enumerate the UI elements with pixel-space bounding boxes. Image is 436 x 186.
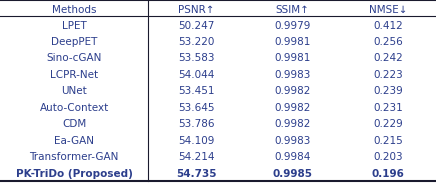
Text: 0.196: 0.196 — [371, 169, 405, 179]
Text: 54.044: 54.044 — [178, 70, 215, 80]
Text: 0.9981: 0.9981 — [274, 37, 310, 47]
Text: 0.412: 0.412 — [373, 20, 403, 31]
Text: UNet: UNet — [61, 86, 87, 96]
Text: 0.9983: 0.9983 — [274, 136, 310, 146]
Text: 54.214: 54.214 — [178, 152, 215, 162]
Text: Sino-cGAN: Sino-cGAN — [46, 53, 102, 63]
Text: 0.256: 0.256 — [373, 37, 403, 47]
Text: 0.223: 0.223 — [373, 70, 403, 80]
Text: 0.9982: 0.9982 — [274, 86, 310, 96]
Text: 0.9985: 0.9985 — [272, 169, 312, 179]
Text: 0.9982: 0.9982 — [274, 103, 310, 113]
Text: 0.239: 0.239 — [373, 86, 403, 96]
Text: PK-TriDo (Proposed): PK-TriDo (Proposed) — [16, 169, 133, 179]
Text: 0.9979: 0.9979 — [274, 20, 310, 31]
Text: 0.203: 0.203 — [373, 152, 403, 162]
Text: 53.451: 53.451 — [178, 86, 215, 96]
Text: Ea-GAN: Ea-GAN — [54, 136, 94, 146]
Text: 0.242: 0.242 — [373, 53, 403, 63]
Text: 53.786: 53.786 — [178, 119, 215, 129]
Text: 0.215: 0.215 — [373, 136, 403, 146]
Text: SSIM↑: SSIM↑ — [275, 5, 309, 15]
Text: Transformer-GAN: Transformer-GAN — [30, 152, 119, 162]
Text: Auto-Context: Auto-Context — [40, 103, 109, 113]
Text: 54.109: 54.109 — [178, 136, 215, 146]
Text: 54.735: 54.735 — [176, 169, 216, 179]
Text: LPET: LPET — [62, 20, 86, 31]
Text: 0.231: 0.231 — [373, 103, 403, 113]
Text: 0.9981: 0.9981 — [274, 53, 310, 63]
Text: DeepPET: DeepPET — [51, 37, 97, 47]
Text: 0.229: 0.229 — [373, 119, 403, 129]
Text: 53.583: 53.583 — [178, 53, 215, 63]
Text: 0.9984: 0.9984 — [274, 152, 310, 162]
Text: LCPR-Net: LCPR-Net — [50, 70, 98, 80]
Text: 53.220: 53.220 — [178, 37, 215, 47]
Text: 0.9982: 0.9982 — [274, 119, 310, 129]
Text: 50.247: 50.247 — [178, 20, 215, 31]
Text: Methods: Methods — [52, 5, 96, 15]
Text: CDM: CDM — [62, 119, 86, 129]
Text: PSNR↑: PSNR↑ — [178, 5, 215, 15]
Text: 53.645: 53.645 — [178, 103, 215, 113]
Text: 0.9983: 0.9983 — [274, 70, 310, 80]
Text: NMSE↓: NMSE↓ — [369, 5, 407, 15]
